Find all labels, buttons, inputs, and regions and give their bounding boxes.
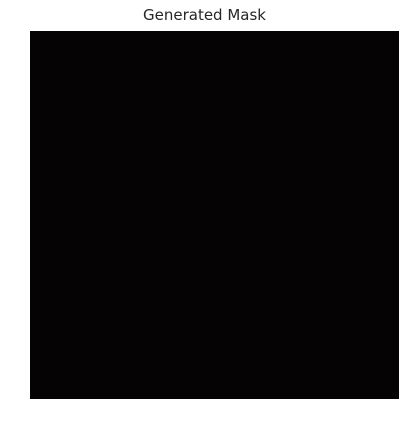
generated-mask-image bbox=[30, 31, 399, 399]
figure-title: Generated Mask bbox=[0, 6, 409, 24]
